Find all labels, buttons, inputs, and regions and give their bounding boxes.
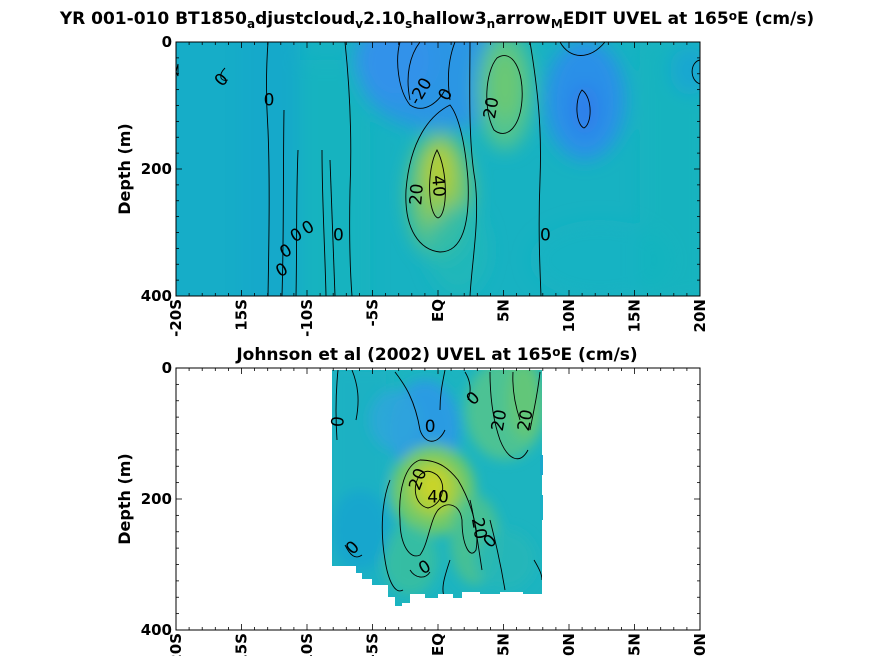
bottom-edge-patch — [540, 455, 543, 475]
top-x-tick-label: -10S — [298, 299, 316, 337]
top-title-part: o — [729, 9, 737, 23]
top-y-tick-label: 200 — [141, 160, 172, 178]
bottom-contour-label: 20 — [488, 408, 511, 433]
bottom-contour-label: 0 — [425, 417, 436, 437]
top-contour-label: 0 — [540, 226, 551, 246]
bottom-velocity-field — [332, 370, 542, 606]
bottom-contour-label: 20 — [467, 516, 490, 541]
bottom-panel: Johnson et al (2002) UVEL at 165oE (cm/s… — [115, 345, 709, 656]
top-title-part: s — [405, 17, 412, 31]
bottom-contour-label: 0 — [328, 415, 349, 428]
top-title-part: EDIT UVEL at 165 — [563, 9, 729, 29]
top-x-tick-labels: -20S 15S -10S -5S EQ 5N 10N 15N 20N — [167, 299, 709, 337]
bottom-chart-title: Johnson et al (2002) UVEL at 165oE (cm/s… — [235, 345, 637, 365]
top-x-tick-label: 15N — [626, 299, 644, 332]
bottom-edge-patch — [540, 495, 543, 520]
bottom-axis-ticks — [175, 367, 701, 631]
bottom-x-tick-label: -5S — [364, 633, 382, 656]
top-x-tick-label: -20S — [167, 299, 185, 337]
top-title-part: arrow — [495, 9, 551, 29]
top-contour-label: 0 — [333, 226, 344, 246]
top-contour-label: 40 — [427, 174, 449, 197]
top-title-part: 2.10 — [363, 9, 405, 29]
bottom-contour-lines — [335, 370, 542, 599]
bottom-x-tick-labels: -20S 15S -10S -5S EQ 5N 10N 15N 20N — [167, 633, 709, 656]
bottom-x-tick-label: -20S — [167, 633, 185, 656]
bottom-contour-label: 40 — [427, 488, 449, 508]
bottom-x-tick-label: -10S — [298, 633, 316, 656]
top-title-part: n — [487, 17, 496, 31]
top-chart-title: YR 001-010 BT1850adjustcloudv2.10shallow… — [59, 9, 814, 31]
top-title-part: v — [355, 17, 363, 31]
top-title-part: a — [247, 17, 255, 31]
bottom-x-tick-label: 5N — [495, 633, 513, 656]
top-contour-lines — [176, 42, 700, 296]
top-y-tick-label: 0 — [162, 33, 172, 51]
top-contour-label: 0 — [264, 90, 275, 110]
top-contour-label: 20 — [480, 96, 503, 121]
top-panel: YR 001-010 BT1850adjustcloudv2.10shallow… — [59, 9, 814, 337]
top-title-part: djustcloud — [255, 9, 355, 29]
top-title-part: YR 001-010 BT1850 — [59, 9, 247, 29]
top-title-part: E (cm/s) — [737, 9, 814, 29]
bottom-title-part: o — [552, 345, 560, 359]
bottom-y-tick-label: 200 — [141, 490, 172, 508]
bottom-y-axis-label: Depth (m) — [115, 453, 134, 545]
top-title-part: M — [551, 17, 563, 31]
bottom-y-tick-labels: 0 200 400 — [141, 359, 172, 639]
bottom-y-tick-label: 0 — [162, 359, 172, 377]
bottom-x-tick-label: 20N — [691, 633, 709, 656]
top-y-axis-label: Depth (m) — [115, 123, 134, 215]
top-x-tick-label: 10N — [560, 299, 578, 332]
top-x-tick-label: 5N — [495, 299, 513, 322]
bottom-x-tick-label: 15N — [626, 633, 644, 656]
bottom-title-part: E (cm/s) — [560, 345, 637, 365]
bottom-x-tick-label: EQ — [429, 633, 447, 656]
top-x-tick-label: 15S — [233, 299, 251, 331]
bottom-x-tick-label: 15S — [233, 633, 251, 656]
bottom-y-tick-label: 400 — [141, 621, 172, 639]
top-x-tick-label: -5S — [364, 299, 382, 326]
bottom-title-part: Johnson et al (2002) UVEL at 165 — [235, 345, 552, 365]
bottom-x-tick-label: 10N — [560, 633, 578, 656]
top-y-tick-label: 400 — [141, 287, 172, 305]
top-y-tick-labels: 0 200 400 — [141, 33, 172, 305]
top-x-tick-label: EQ — [429, 299, 447, 322]
top-contour-label: 20 — [406, 183, 428, 206]
bottom-contour-label: 20 — [514, 408, 537, 433]
top-x-tick-label: 20N — [691, 299, 709, 332]
top-axis-ticks — [175, 41, 701, 297]
top-title-part: hallow3 — [412, 9, 486, 29]
top-velocity-field — [176, 42, 700, 296]
